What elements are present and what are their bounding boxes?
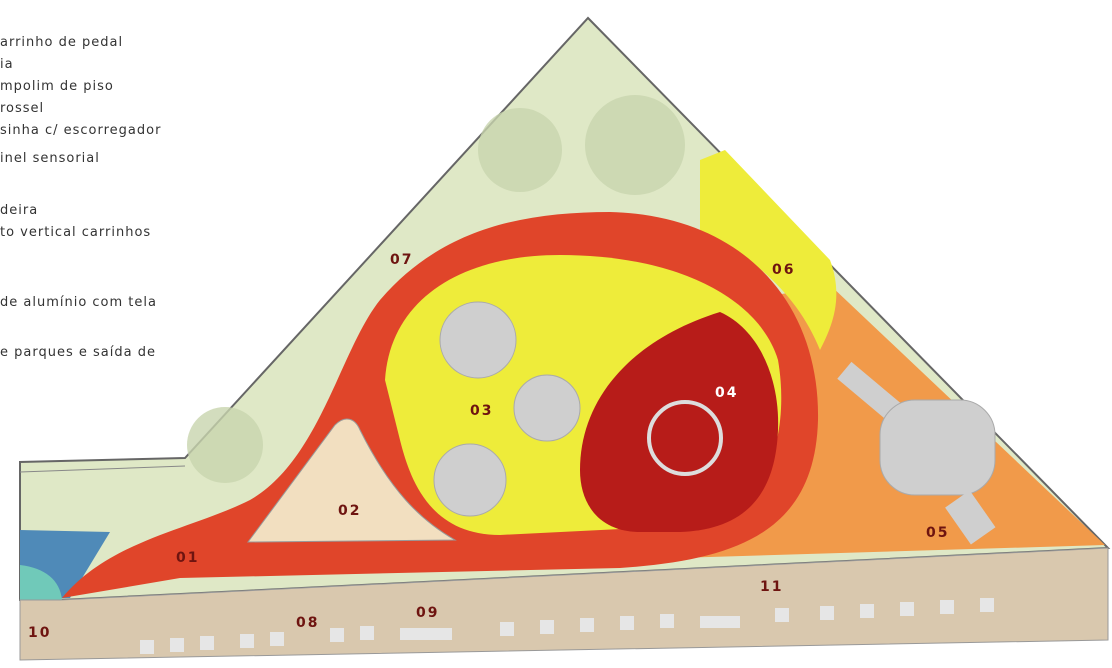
legend-item: deira [0, 203, 38, 218]
area-label: 07 [390, 252, 413, 268]
boardwalk [19, 547, 1109, 661]
area-label: 06 [772, 262, 795, 278]
area-teal [20, 565, 62, 600]
edge [19, 465, 186, 473]
area-label: 09 [416, 605, 439, 621]
area-06 [700, 150, 837, 350]
legend-item: e parques e saída de [0, 345, 156, 360]
carousel [647, 400, 723, 476]
tree [187, 407, 263, 483]
area-label: 04 [715, 385, 738, 401]
legend-item: to vertical carrinhos [0, 225, 151, 240]
equipment [439, 301, 517, 379]
legend-item: rossel [0, 101, 44, 116]
legend-item: inel sensorial [0, 151, 100, 166]
tree [478, 108, 562, 192]
area-label: 02 [338, 503, 361, 519]
area-02 [246, 418, 457, 543]
equipment [513, 374, 581, 442]
area-label: 11 [760, 579, 783, 595]
area-label: 08 [296, 615, 319, 631]
area-label: 03 [470, 403, 493, 419]
legend-item: sinha c/ escorregador [0, 123, 161, 138]
area-04 [580, 312, 779, 532]
benches [140, 598, 994, 654]
house [879, 399, 996, 496]
tree [585, 95, 685, 195]
legend-item: mpolim de piso [0, 79, 114, 94]
equipment [433, 443, 507, 517]
area-label: 05 [926, 525, 949, 541]
stairs [945, 490, 996, 545]
legend-item: arrinho de pedal [0, 35, 123, 50]
legend-item: de alumínio com tela [0, 295, 157, 310]
area-label: 01 [176, 550, 199, 566]
legend-item: ia [0, 57, 14, 72]
area-label: 10 [28, 625, 51, 641]
